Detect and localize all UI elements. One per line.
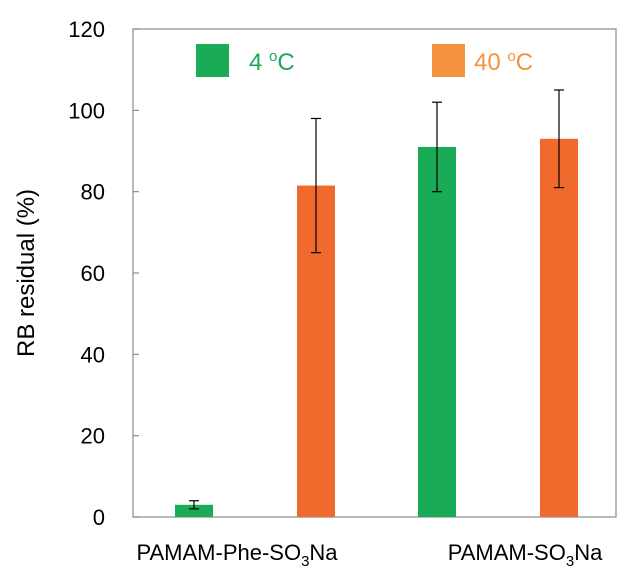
bar [175,504,213,517]
legend-label: 40 oC [474,48,533,76]
error-bar [189,500,199,510]
x-category-label: PAMAM-Phe-SO3Na [136,540,338,570]
y-tick-label: 20 [81,424,105,449]
legend: 4 oC 40 oC [196,44,533,77]
legend-swatch [432,44,465,77]
y-tick-label: 40 [81,342,105,367]
y-tick-label: 100 [68,98,105,123]
legend-item: 4 oC [196,44,295,77]
error-bar [311,117,321,254]
y-axis-ticks: 0 20 40 60 80 100 120 [68,17,139,530]
y-axis-title: RB residual (%) [13,189,40,357]
x-axis-categories: PAMAM-Phe-SO3Na PAMAM-SO3Na [136,540,603,570]
y-tick-label: 60 [81,261,105,286]
y-tick-label: 0 [93,505,105,530]
y-tick-label: 120 [68,17,105,42]
error-bars [189,89,564,510]
bar [418,146,456,517]
error-bar [432,101,442,193]
error-bar [554,89,564,189]
y-tick-label: 80 [81,180,105,205]
legend-swatch [196,44,229,77]
bar [540,138,578,518]
legend-item: 40 oC [432,44,533,77]
x-category-label: PAMAM-SO3Na [448,540,603,570]
legend-label: 4 oC [249,48,295,76]
bars [175,138,578,518]
